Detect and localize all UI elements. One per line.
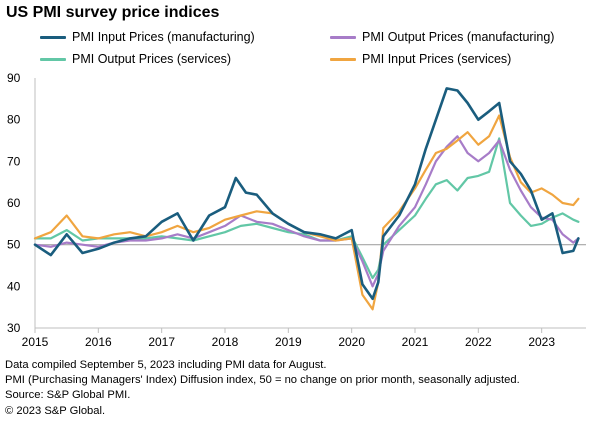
legend-label-input-manufacturing: PMI Input Prices (manufacturing)	[72, 30, 255, 44]
footnotes: Data compiled September 5, 2023 includin…	[5, 358, 520, 419]
footnote-definition: PMI (Purchasing Managers' Index) Diffusi…	[5, 374, 520, 387]
legend-item-input-services: PMI Input Prices (services)	[330, 52, 511, 66]
legend-label-output-services: PMI Output Prices (services)	[72, 52, 232, 66]
legend-label-output-manufacturing: PMI Output Prices (manufacturing)	[362, 30, 555, 44]
legend-swatch-input-services	[330, 57, 356, 61]
y-tick-label: 70	[7, 154, 21, 168]
x-tick-label: 2015	[22, 335, 49, 349]
legend-item-input-manufacturing: PMI Input Prices (manufacturing)	[40, 30, 255, 44]
legend-swatch-output-services	[40, 57, 66, 61]
x-tick-label: 2022	[465, 335, 492, 349]
x-tick-label: 2018	[212, 335, 239, 349]
legend-swatch-input-manufacturing	[40, 35, 66, 39]
series-line-0	[33, 87, 580, 301]
x-tick-label: 2017	[148, 335, 175, 349]
legend-item-output-manufacturing: PMI Output Prices (manufacturing)	[330, 30, 554, 44]
series-layer	[33, 87, 580, 311]
legend-swatch-output-manufacturing	[330, 35, 356, 39]
y-tick-label: 30	[7, 321, 21, 335]
legend-label-input-services: PMI Input Prices (services)	[362, 52, 512, 66]
legend-item-output-services: PMI Output Prices (services)	[40, 52, 231, 66]
x-tick-label: 2023	[528, 335, 555, 349]
y-tick-label: 90	[7, 71, 21, 85]
chart-title: US PMI survey price indices	[6, 4, 220, 21]
y-tick-label: 80	[7, 113, 21, 127]
footnote-compiled: Data compiled September 5, 2023 includin…	[5, 359, 327, 371]
y-tick-label: 60	[7, 196, 21, 210]
y-tick-label: 50	[7, 238, 21, 252]
series-line-2	[33, 137, 580, 280]
x-tick-label: 2020	[338, 335, 365, 349]
footnote-source: Source: S&P Global PMI.	[5, 389, 131, 402]
axes: 30 40 50 60 70 80 90 2015 2016 2017 2018 2019 2020 20…	[7, 71, 586, 349]
footnote-copyright: © 2023 S&P Global.	[5, 404, 106, 417]
legend: PMI Input Prices (manufacturing) PMI Out…	[0, 28, 592, 72]
series-line-1	[33, 135, 580, 288]
y-tick-label: 40	[7, 279, 21, 293]
x-tick-label: 2019	[275, 335, 302, 349]
x-tick-label: 2016	[85, 335, 112, 349]
x-tick-label: 2021	[402, 335, 429, 349]
